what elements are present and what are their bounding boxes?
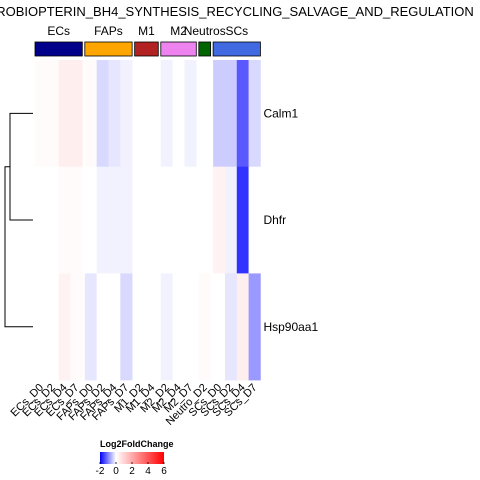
heatmap-cell — [108, 273, 121, 381]
heatmap-cell — [236, 166, 249, 274]
legend-tick-label: 2 — [129, 466, 135, 477]
heatmap-cell — [213, 60, 226, 167]
group-label-neutros: Neutros — [184, 24, 226, 38]
heatmap-cell — [236, 60, 249, 167]
row-label: Calm1 — [263, 106, 298, 120]
heatmap-cell — [236, 273, 249, 381]
heatmap-cell — [84, 166, 97, 274]
heatmap-cell — [198, 60, 211, 167]
heatmap-cell — [120, 166, 133, 274]
heatmap-cell — [184, 60, 197, 167]
group-bar-faps — [84, 41, 133, 57]
color-legend: Log2FoldChange -2 0 2 4 6 — [96, 439, 174, 477]
heatmap-cell — [198, 166, 211, 274]
heatmap-cell — [134, 60, 147, 167]
heatmap-cell — [35, 60, 48, 167]
row-label: Hsp90aa1 — [263, 320, 318, 334]
heatmap-cell — [146, 166, 159, 274]
row-label: Dhfr — [263, 213, 286, 227]
heatmap-cell — [172, 60, 185, 167]
heatmap-cell — [84, 273, 97, 381]
heatmap-cell — [58, 273, 71, 381]
legend-tick-label: -2 — [96, 466, 105, 477]
heatmap-cell — [134, 273, 147, 381]
heatmap-cell — [224, 273, 238, 381]
group-bar-m1 — [134, 41, 159, 57]
legend-tick-label: 6 — [161, 466, 167, 477]
group-label-faps: FAPs — [94, 24, 123, 38]
heatmap-cell — [108, 166, 121, 274]
heatmap-cell — [134, 166, 147, 274]
heatmap-cell — [46, 273, 59, 381]
heatmap-cell — [70, 273, 83, 381]
heatmap-cell — [108, 60, 121, 167]
heatmap-cell — [160, 60, 173, 167]
heatmap-cell — [184, 166, 197, 274]
heatmap-cell — [35, 166, 48, 274]
heatmap-cell — [96, 166, 109, 274]
heatmap-cell — [146, 60, 159, 167]
dendrogram-branches — [4, 112, 33, 328]
row-dendrogram — [4, 112, 33, 328]
legend-tick-label: 4 — [145, 466, 151, 477]
group-annotation-bar — [34, 41, 261, 57]
chart-title: ROBIOPTERIN_BH4_SYNTHESIS_RECYCLING_SALV… — [0, 4, 474, 19]
legend-tick-label: 0 — [113, 466, 119, 477]
heatmap-cell — [96, 60, 109, 167]
heatmap-cell — [35, 273, 48, 381]
legend-title: Log2FoldChange — [100, 439, 174, 449]
column-labels: ECs_D0ECs_D2ECs_D4ECs_D7FAPs_D0FAPs_D2FA… — [9, 382, 260, 428]
heatmap-cell — [120, 60, 133, 167]
heatmap-cell — [58, 166, 71, 274]
heatmap-cell — [96, 273, 109, 381]
group-label-ecs: ECs — [47, 24, 70, 38]
heatmap-cell — [58, 60, 71, 167]
group-bar-scs — [212, 41, 261, 57]
group-bar-ecs — [34, 41, 83, 57]
heatmap-cell — [160, 166, 173, 274]
heatmap-cell — [224, 60, 238, 167]
legend-colorbar — [100, 452, 164, 464]
group-label-scs: SCs — [225, 24, 248, 38]
heatmap-cell — [120, 273, 133, 381]
heatmap-cell — [248, 60, 261, 167]
heatmap-cell — [46, 60, 59, 167]
heatmap-cells — [35, 60, 261, 381]
row-labels: Calm1 Dhfr Hsp90aa1 — [263, 106, 318, 333]
heatmap-cell — [46, 166, 59, 274]
heatmap-cell — [248, 166, 261, 274]
group-bar-neutros — [198, 41, 212, 57]
heatmap-cell — [160, 273, 173, 381]
heatmap-cell — [146, 273, 159, 381]
heatmap-cell — [184, 273, 197, 381]
group-bar-m2 — [160, 41, 197, 57]
heatmap-cell — [70, 60, 83, 167]
heatmap-cell — [248, 273, 261, 381]
heatmap-cell — [172, 166, 185, 274]
group-label-m2: M2 — [170, 24, 187, 38]
heatmap-cell — [213, 166, 226, 274]
heatmap-cell — [70, 166, 83, 274]
heatmap-cell — [213, 273, 226, 381]
heatmap-cell — [84, 60, 97, 167]
heatmap-cell — [172, 273, 185, 381]
heatmap-cell — [198, 273, 211, 381]
heatmap-cell — [224, 166, 238, 274]
group-label-m1: M1 — [138, 24, 155, 38]
